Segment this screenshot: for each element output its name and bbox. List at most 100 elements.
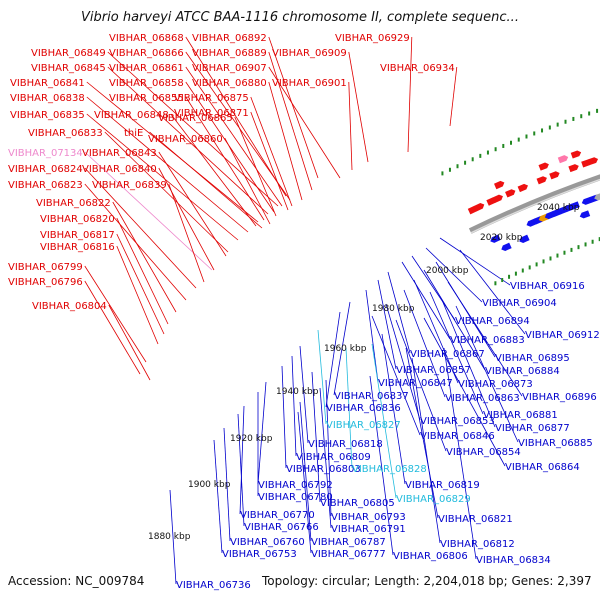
map-title: Vibrio harveyi ATCC BAA-1116 chromosome … (81, 10, 519, 25)
tick-dot (525, 134, 528, 139)
gene-label[interactable]: VIBHAR_06877 (495, 423, 570, 434)
gene-label[interactable]: VIBHAR_06864 (505, 462, 580, 473)
gene-label[interactable]: VIBHAR_06867 (410, 349, 485, 360)
gene-label[interactable]: VIBHAR_06880 (192, 78, 267, 89)
gene-label[interactable]: VIBHAR_06854 (446, 447, 521, 458)
gene-label[interactable]: VIBHAR_06787 (311, 537, 386, 548)
gene-label[interactable]: VIBHAR_06845 (31, 63, 106, 74)
gene-label[interactable]: VIBHAR_06835 (10, 110, 85, 121)
gene-label[interactable]: VIBHAR_06895 (495, 353, 570, 364)
tick-dot (591, 239, 594, 244)
gene-label[interactable]: VIBHAR_06841 (10, 78, 85, 89)
gene-label[interactable]: VIBHAR_06766 (244, 522, 319, 533)
gene-label[interactable]: VIBHAR_06904 (482, 298, 557, 309)
gene-label[interactable]: VIBHAR_06819 (405, 480, 480, 491)
label-leader-line (423, 269, 486, 371)
gene-label[interactable]: VIBHAR_06861 (109, 63, 184, 74)
label-leader-line (317, 329, 327, 425)
label-leader-line (268, 51, 313, 191)
gene-label[interactable]: VIBHAR_06881 (483, 410, 558, 421)
gene-label[interactable]: VIBHAR_06824 (8, 164, 83, 175)
gene-label[interactable]: VIBHAR_06934 (380, 63, 455, 74)
reverse-gene-arrow (569, 201, 580, 210)
gene-label[interactable]: VIBHAR_06821 (438, 514, 513, 525)
gene-label[interactable]: VIBHAR_06780 (258, 492, 333, 503)
gene-label[interactable]: VIBHAR_06894 (455, 316, 530, 327)
gene-label[interactable]: VIBHAR_06793 (331, 512, 406, 523)
gene-label[interactable]: VIBHAR_06866 (109, 48, 184, 59)
gene-label[interactable]: VIBHAR_06760 (230, 537, 305, 548)
gene-label[interactable]: VIBHAR_06822 (36, 198, 111, 209)
gene-label[interactable]: VIBHAR_06809 (296, 452, 371, 463)
label-leader-line (107, 51, 279, 207)
gene-label[interactable]: VIBHAR_06799 (8, 262, 83, 273)
label-leader-line (319, 387, 332, 529)
gene-label[interactable]: VIBHAR_06846 (420, 431, 495, 442)
gene-label[interactable]: VIBHAR_06753 (222, 549, 297, 560)
gene-label[interactable]: VIBHAR_06847 (378, 378, 453, 389)
gene-label[interactable]: VIBHAR_06865 (158, 113, 233, 124)
gene-label[interactable]: VIBHAR_06823 (8, 180, 83, 191)
gene-label[interactable]: VIBHAR_06855 (109, 93, 184, 104)
gene-label[interactable]: VIBHAR_07134 (8, 148, 83, 159)
gene-label[interactable]: VIBHAR_06736 (176, 580, 251, 591)
gene-label[interactable]: VIBHAR_06912 (525, 330, 600, 341)
forward-gene-arrow (517, 183, 528, 193)
gene-label[interactable]: VIBHAR_06818 (308, 439, 383, 450)
gene-label[interactable]: VIBHAR_06896 (522, 392, 597, 403)
gene-label[interactable]: VIBHAR_06843 (82, 148, 157, 159)
gene-label[interactable]: VIBHAR_06863 (445, 393, 520, 404)
gene-label[interactable]: VIBHAR_06817 (40, 230, 115, 241)
gene-label[interactable]: VIBHAR_06840 (82, 164, 157, 175)
gene-label[interactable]: VIBHAR_06873 (458, 379, 533, 390)
tick-dot (563, 250, 566, 255)
gene-label[interactable]: VIBHAR_06868 (109, 33, 184, 44)
gene-label[interactable]: VIBHAR_06828 (352, 464, 427, 475)
gene-label[interactable]: VIBHAR_06803 (286, 464, 361, 475)
gene-label[interactable]: VIBHAR_06820 (40, 214, 115, 225)
gene-label[interactable]: VIBHAR_06857 (396, 365, 471, 376)
gene-label[interactable]: VIBHAR_06860 (148, 134, 223, 145)
label-leader-line (381, 333, 406, 485)
gene-label[interactable]: VIBHAR_06836 (326, 403, 401, 414)
gene-label[interactable]: VIBHAR_06907 (192, 63, 267, 74)
gene-label[interactable]: VIBHAR_06806 (393, 551, 468, 562)
gene-label[interactable]: VIBHAR_06885 (518, 438, 593, 449)
gene-label[interactable]: VIBHAR_06829 (396, 494, 471, 505)
tick-dot (479, 153, 482, 158)
gene-label[interactable]: VIBHAR_06804 (32, 301, 107, 312)
gene-label[interactable]: VIBHAR_06777 (311, 549, 386, 560)
gene-label[interactable]: VIBHAR_06889 (192, 48, 267, 59)
gene-label[interactable]: VIBHAR_06883 (450, 335, 525, 346)
gene-label[interactable]: VIBHAR_06916 (510, 281, 585, 292)
gene-label[interactable]: VIBHAR_06849 (31, 48, 106, 59)
gene-label[interactable]: VIBHAR_06827 (326, 420, 401, 431)
gene-label[interactable]: VIBHAR_06901 (272, 78, 347, 89)
gene-label[interactable]: VIBHAR_06858 (109, 78, 184, 89)
gene-label[interactable]: VIBHAR_06816 (40, 242, 115, 253)
gene-label[interactable]: VIBHAR_06792 (258, 480, 333, 491)
gene-label[interactable]: VIBHAR_06796 (8, 277, 83, 288)
gene-label[interactable]: VIBHAR_06812 (440, 539, 515, 550)
gene-label[interactable]: VIBHAR_06892 (192, 33, 267, 44)
tick-dot (486, 150, 489, 155)
gene-label[interactable]: VIBHAR_06839 (92, 180, 167, 191)
gene-label[interactable]: VIBHAR_06848 (94, 110, 169, 121)
gene-label[interactable]: VIBHAR_06838 (10, 93, 85, 104)
gene-label[interactable]: VIBHAR_06791 (331, 524, 406, 535)
gene-label[interactable]: VIBHAR_06837 (334, 391, 409, 402)
gene-label[interactable]: VIBHAR_06884 (485, 366, 560, 377)
gene-label[interactable]: VIBHAR_06833 (28, 128, 103, 139)
tick-dot (580, 114, 583, 119)
gene-label[interactable]: VIBHAR_06929 (335, 33, 410, 44)
gene-label[interactable]: thiE (124, 128, 143, 139)
gene-label[interactable]: VIBHAR_06909 (272, 48, 347, 59)
backbone-highlight (470, 178, 600, 234)
gene-label[interactable]: VIBHAR_06853 (420, 416, 495, 427)
gene-label[interactable]: VIBHAR_06875 (174, 93, 249, 104)
gene-label[interactable]: VIBHAR_06805 (320, 498, 395, 509)
gene-label[interactable]: VIBHAR_06770 (240, 510, 315, 521)
gene-label[interactable]: VIBHAR_06834 (476, 555, 551, 566)
gene-label[interactable]: VIBHAR_06871 (174, 108, 249, 119)
label-leader-line (401, 261, 451, 340)
